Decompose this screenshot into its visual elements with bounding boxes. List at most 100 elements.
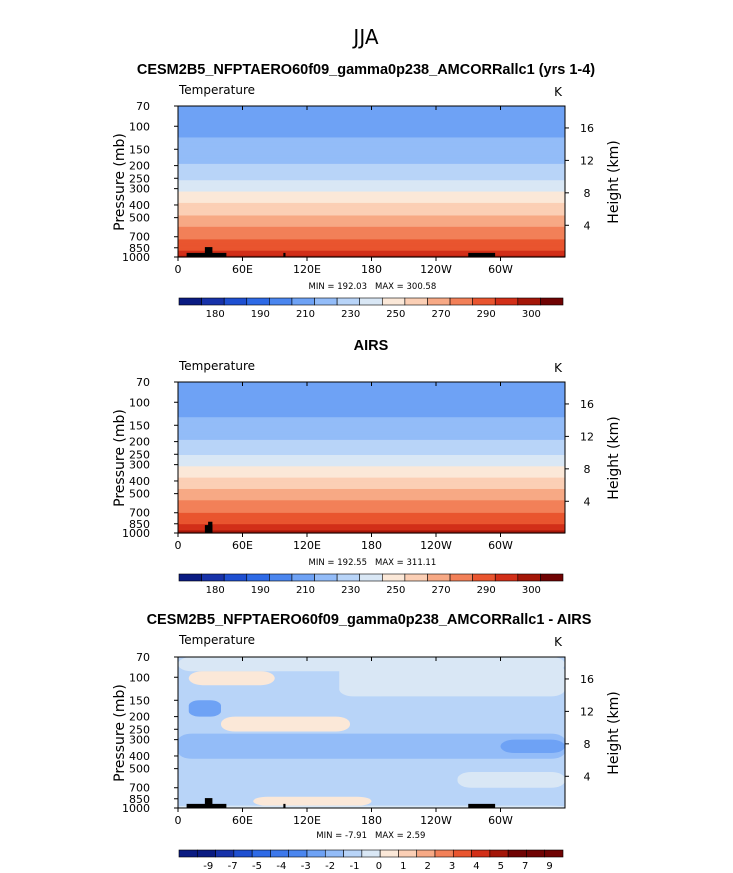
field-band (178, 405, 565, 408)
panel-1-y2-label: Height (km) (606, 140, 622, 223)
panel-2-max: MAX = 311.11 (375, 558, 436, 568)
field-band (178, 506, 565, 509)
panel-1-title: CESM2B5_NFPTAERO60f09_gamma0p238_AMCORRa… (137, 62, 595, 78)
field-band (178, 412, 565, 415)
field-band (178, 514, 565, 516)
field-band (178, 457, 565, 460)
field-band (178, 446, 565, 449)
field-band (178, 146, 565, 149)
y-tick-label: 500 (129, 212, 150, 225)
panel-3-y-label: Pressure (mb) (112, 684, 128, 782)
field-band (178, 456, 565, 459)
field-band (178, 516, 565, 519)
panel-2-colorbar: 180 190 210 230 250 270 290 300 (178, 573, 564, 596)
field-band (178, 116, 565, 118)
height-tick-label: 8 (584, 463, 591, 476)
height-tick-label: 12 (580, 430, 594, 443)
colorbar-swatch (178, 573, 202, 582)
height-tick-label: 16 (580, 398, 594, 411)
colorbar-label: 7 (522, 861, 528, 872)
field-band (178, 517, 565, 520)
colorbar-swatch (270, 849, 290, 858)
x-tick-label: 60E (232, 814, 253, 827)
field-band (178, 181, 565, 184)
field-band (178, 202, 565, 205)
x-tick-label: 60W (488, 814, 513, 827)
colorbar-label: 270 (431, 309, 450, 320)
field-band (178, 219, 565, 222)
colorbar-label: 210 (296, 309, 315, 320)
panel-3-x-ticks: 0 60E 120E 180 120W 60W (175, 657, 513, 827)
field-band (178, 226, 565, 229)
colorbar-swatch (223, 297, 248, 306)
colorbar-swatch (288, 849, 308, 858)
field-band (178, 199, 565, 201)
field-band (178, 187, 565, 190)
field-band (178, 485, 565, 488)
field-band (178, 530, 565, 533)
field-band (178, 471, 565, 474)
colorbar-swatch (359, 297, 383, 306)
x-tick-label: 0 (175, 539, 182, 552)
colorbar-label: 5 (498, 861, 504, 872)
field-band (178, 493, 565, 496)
panel-1-y-label: Pressure (mb) (112, 133, 128, 231)
field-band (178, 390, 565, 393)
colorbar-swatch (494, 297, 519, 306)
y-tick-label: 250 (129, 723, 150, 736)
x-tick-label: 120W (420, 814, 452, 827)
field-band (178, 507, 565, 510)
height-tick-label: 16 (580, 673, 594, 686)
field-band (178, 215, 565, 218)
field-band (178, 136, 565, 139)
colorbar-swatch (449, 297, 473, 306)
field-band (178, 157, 565, 160)
field-band (178, 505, 565, 508)
field-band (178, 151, 565, 154)
field-band (178, 442, 565, 445)
field-band (178, 233, 565, 235)
colorbar-label: 290 (477, 309, 496, 320)
field-band (178, 221, 565, 224)
field-band (178, 461, 565, 464)
field-band (178, 114, 565, 117)
field-band (178, 229, 565, 232)
field-band (178, 388, 565, 391)
field-band (178, 173, 565, 176)
field-band (178, 217, 565, 220)
colorbar-swatch (223, 573, 248, 582)
field-band (178, 426, 565, 428)
field-band (178, 476, 565, 479)
field-band (178, 394, 565, 397)
panel-1: CESM2B5_NFPTAERO60f09_gamma0p238_AMCORRa… (112, 62, 622, 320)
field-band (178, 201, 565, 204)
field-band (178, 196, 565, 199)
y-tick-label: 1000 (122, 527, 150, 540)
panel-2-units: K (554, 361, 563, 375)
field-band (178, 165, 565, 167)
colorbar-swatch (526, 849, 546, 858)
colorbar-label: 300 (522, 309, 541, 320)
field-band (178, 395, 565, 398)
colorbar-swatch (215, 849, 235, 858)
field-band (178, 209, 565, 212)
y-tick-label: 200 (129, 436, 150, 449)
x-tick-label: 180 (361, 814, 382, 827)
panel-3-title: CESM2B5_NFPTAERO60f09_gamma0p238_AMCORRa… (147, 612, 592, 628)
field-band (178, 251, 565, 254)
y-tick-label: 200 (129, 160, 150, 173)
colorbar-label: 180 (206, 585, 225, 596)
colorbar-swatch (336, 297, 361, 306)
field-band (178, 500, 565, 503)
field-band (178, 150, 565, 152)
y-tick-label: 850 (129, 518, 150, 531)
colorbar-swatch (494, 573, 519, 582)
x-tick-label: 60E (232, 539, 253, 552)
field-band (178, 399, 565, 402)
field-band (178, 432, 565, 435)
colorbar-swatch (517, 573, 541, 582)
field-band (178, 224, 565, 227)
height-tick-label: 12 (580, 705, 594, 718)
field-band (178, 417, 565, 420)
field-band (178, 490, 565, 493)
